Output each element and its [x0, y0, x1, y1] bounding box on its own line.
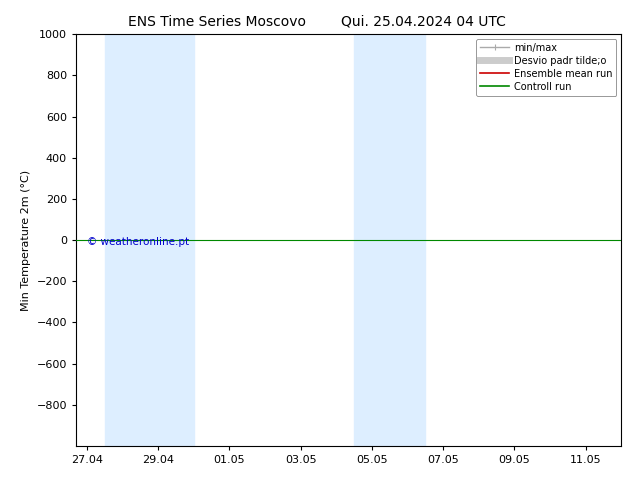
Text: © weatheronline.pt: © weatheronline.pt [87, 237, 189, 247]
Y-axis label: Min Temperature 2m (°C): Min Temperature 2m (°C) [21, 170, 31, 311]
Legend: min/max, Desvio padr tilde;o, Ensemble mean run, Controll run: min/max, Desvio padr tilde;o, Ensemble m… [476, 39, 616, 96]
Text: ENS Time Series Moscovo        Qui. 25.04.2024 04 UTC: ENS Time Series Moscovo Qui. 25.04.2024 … [128, 15, 506, 29]
Bar [105, 34, 193, 446]
Bar [354, 34, 425, 446]
